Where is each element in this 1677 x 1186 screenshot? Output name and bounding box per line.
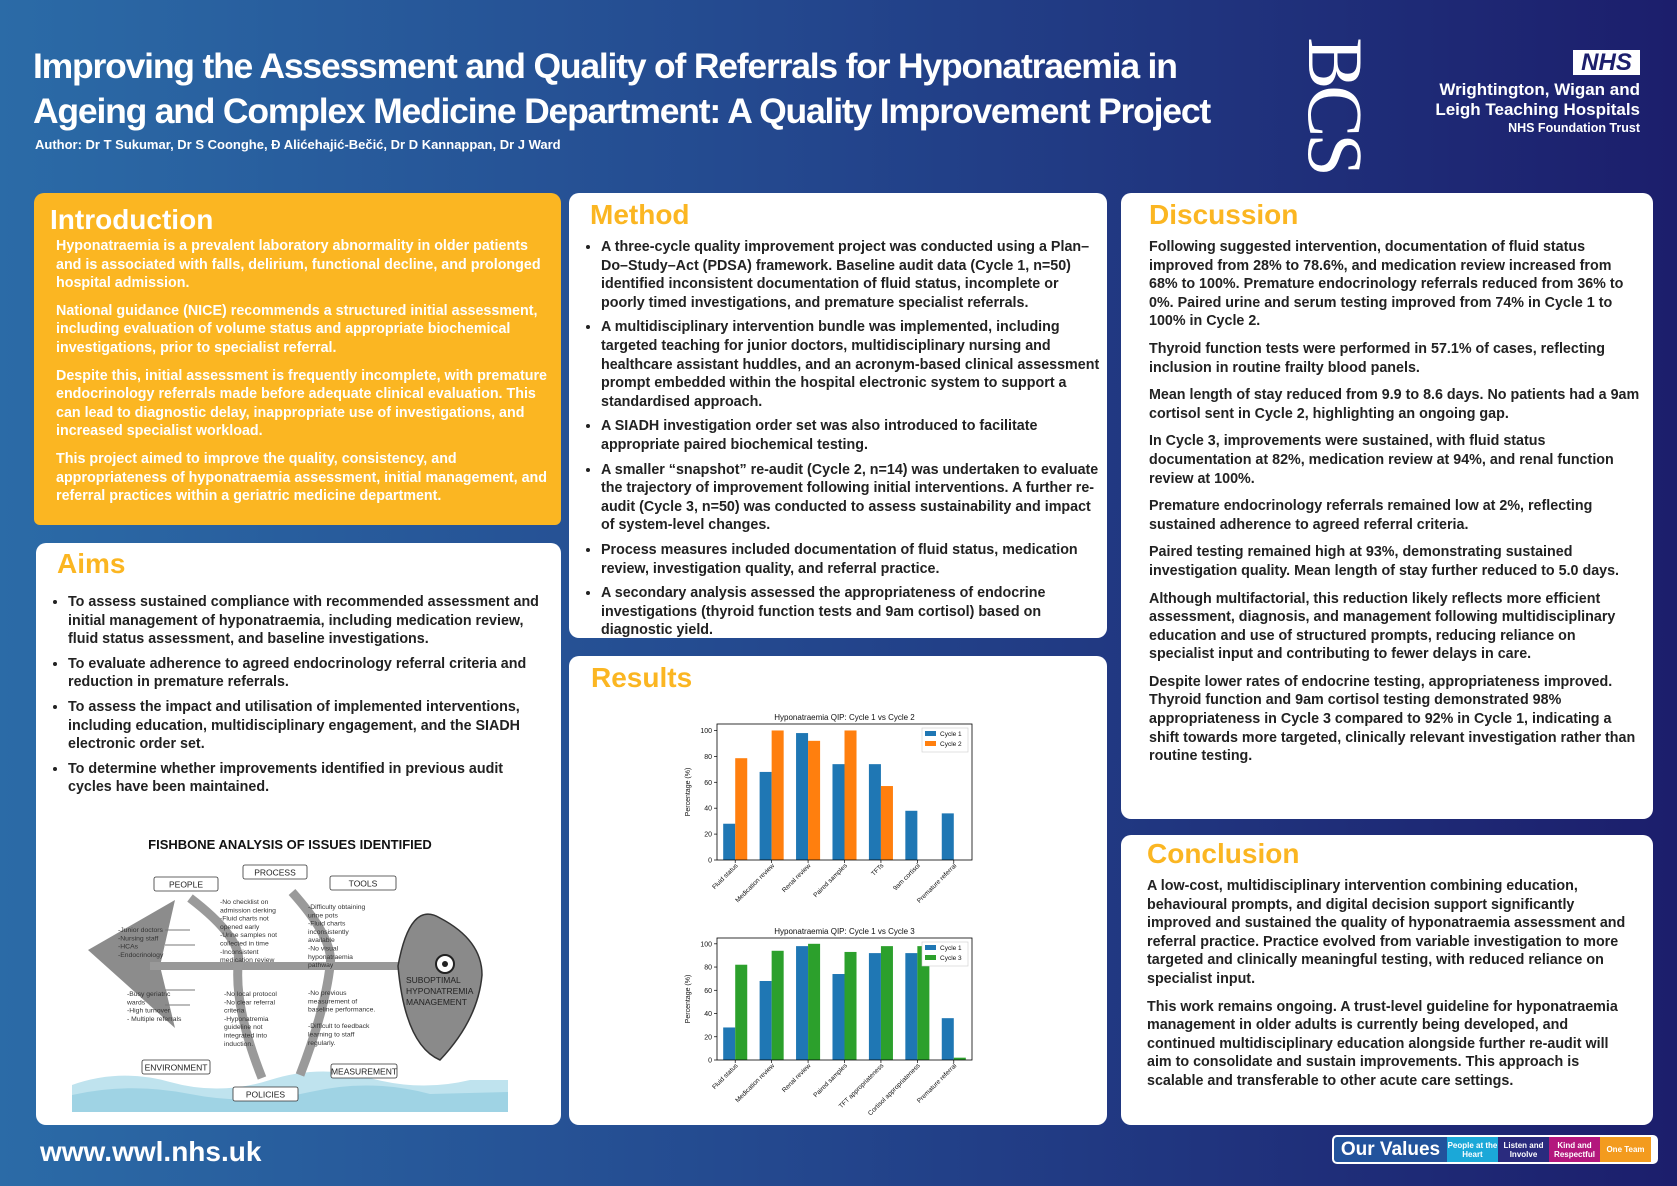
title-line: Improving the Assessment and Quality of … bbox=[33, 46, 1178, 86]
website: www.wwl.nhs.uk bbox=[40, 1136, 262, 1167]
bcs-logo: BCS bbox=[1292, 37, 1379, 173]
section-heading: Conclusion bbox=[1147, 838, 1300, 869]
paragraph: Despite lower rates of endocrine testing… bbox=[1149, 673, 1636, 765]
discussion-panel: Discussion Following suggested intervent… bbox=[1121, 193, 1653, 819]
bullet: A SIADH investigation order set was also… bbox=[601, 417, 1101, 454]
title-line: Ageing and Complex Medicine Department: … bbox=[33, 91, 1211, 131]
introduction-panel: Introduction Hyponatraemia is a prevalen… bbox=[34, 193, 561, 525]
section-heading: Discussion bbox=[1149, 199, 1299, 230]
trust-line: NHS Foundation Trust bbox=[1508, 121, 1640, 135]
paragraph: This work remains ongoing. A trust-level… bbox=[1147, 998, 1618, 1089]
paragraph: Although multifactorial, this reduction … bbox=[1149, 590, 1616, 663]
trust-line: Leigh Teaching Hospitals bbox=[1435, 100, 1640, 119]
paragraph: A low-cost, multidisciplinary interventi… bbox=[1147, 878, 1626, 987]
bullet-list: To assess sustained compliance with reco… bbox=[57, 593, 541, 797]
bullet: Process measures included documentation … bbox=[601, 541, 1101, 578]
bullet: To assess the impact and utilisation of … bbox=[68, 698, 541, 754]
trust-name: Wrightington, Wigan and Leigh Teaching H… bbox=[1435, 80, 1640, 137]
values-title: Our Values bbox=[1334, 1137, 1447, 1162]
paragraph: Hyponatraemia is a prevalent laboratory … bbox=[56, 238, 541, 292]
value-tile: People at the Heart bbox=[1447, 1137, 1498, 1162]
trust-line: Wrightington, Wigan and bbox=[1439, 80, 1640, 99]
bullet: To assess sustained compliance with reco… bbox=[68, 593, 541, 649]
paragraph: National guidance (NICE) recommends a st… bbox=[56, 302, 538, 356]
authors: Author: Dr T Sukumar, Dr S Coonghe, Đ Al… bbox=[35, 137, 561, 152]
section-heading: Aims bbox=[57, 548, 126, 579]
section-heading: Results bbox=[591, 662, 693, 693]
bullet: To determine whether improvements identi… bbox=[68, 760, 541, 797]
bullet: To evaluate adherence to agreed endocrin… bbox=[68, 655, 541, 692]
bullet: A secondary analysis assessed the approp… bbox=[601, 584, 1101, 640]
paragraph: Following suggested intervention, docume… bbox=[1149, 239, 1624, 330]
conclusion-panel: Conclusion A low-cost, multidisciplinary… bbox=[1121, 835, 1653, 1125]
paragraphs: Following suggested intervention, docume… bbox=[1149, 238, 1641, 766]
method-panel: Method A three-cycle quality improvement… bbox=[569, 193, 1107, 638]
bullet: A three-cycle quality improvement projec… bbox=[601, 238, 1101, 312]
values-badge: Our Values People at the Heart Listen an… bbox=[1332, 1135, 1658, 1164]
paragraph: Paired testing remained high at 93%, dem… bbox=[1149, 544, 1620, 579]
section-heading: Introduction bbox=[50, 204, 214, 235]
paragraph: Mean length of stay reduced from 9.9 to … bbox=[1149, 387, 1640, 422]
bullet: A multidisciplinary intervention bundle … bbox=[601, 318, 1101, 411]
paragraph: In Cycle 3, improvements were sustained,… bbox=[1149, 433, 1614, 487]
results-panel: Results bbox=[569, 656, 1107, 1125]
poster-title: Improving the Assessment and Quality of … bbox=[33, 44, 1211, 134]
paragraph: Despite this, initial assessment is freq… bbox=[56, 367, 547, 440]
value-tile: Listen and Involve bbox=[1498, 1137, 1549, 1162]
bullet-list: A three-cycle quality improvement projec… bbox=[590, 238, 1101, 640]
section-heading: Method bbox=[590, 199, 690, 230]
value-tile: One Team bbox=[1600, 1137, 1651, 1162]
paragraph: Premature endocrinology referrals remain… bbox=[1149, 498, 1593, 533]
value-tile: Kind and Respectful bbox=[1549, 1137, 1600, 1162]
paragraphs: Hyponatraemia is a prevalent laboratory … bbox=[56, 237, 553, 506]
aims-panel: Aims To assess sustained compliance with… bbox=[36, 543, 561, 1125]
paragraph: This project aimed to improve the qualit… bbox=[56, 450, 548, 505]
paragraph: Thyroid function tests were performed in… bbox=[1149, 340, 1606, 376]
paragraphs: A low-cost, multidisciplinary interventi… bbox=[1147, 877, 1635, 1091]
nhs-logo: NHS bbox=[1573, 50, 1640, 75]
bullet: A smaller “snapshot” re-audit (Cycle 2, … bbox=[601, 461, 1101, 535]
